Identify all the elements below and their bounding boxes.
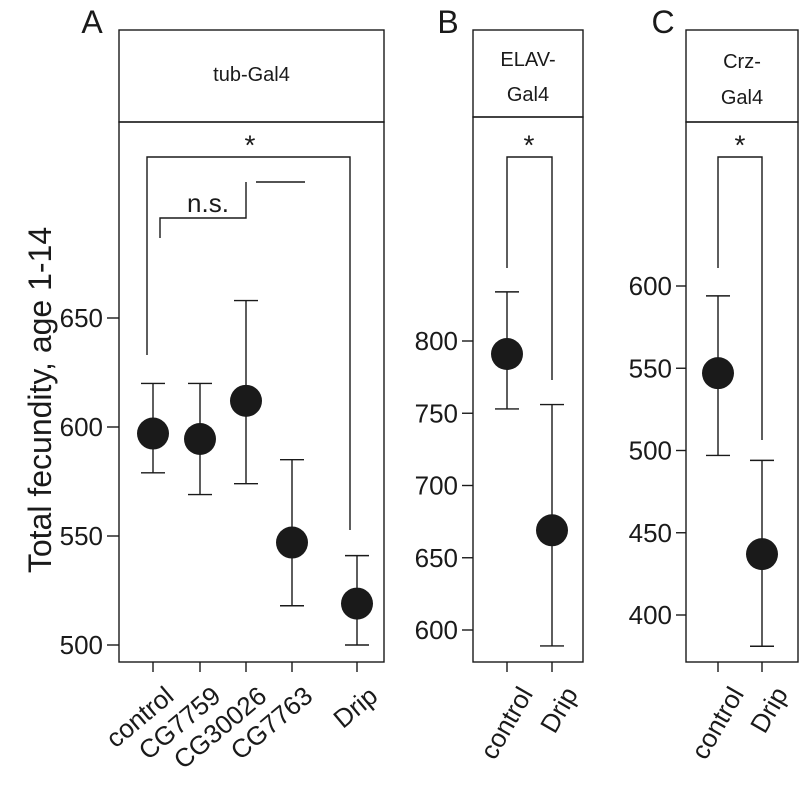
significance-bracket <box>146 156 351 530</box>
y-tick-label: 550 <box>629 353 672 383</box>
significance-bracket <box>506 156 553 380</box>
data-point <box>184 422 216 455</box>
significance-star: * <box>524 130 535 161</box>
ns-label: n.s. <box>187 188 229 218</box>
plot-frame <box>685 121 799 663</box>
data-point <box>536 514 568 547</box>
y-tick-label: 500 <box>60 630 103 660</box>
panel-label: B <box>437 4 458 40</box>
significance-star: * <box>735 130 746 161</box>
strip-title: Crz- <box>723 51 761 73</box>
y-tick-label: 650 <box>415 543 458 573</box>
strip-title: tub-Gal4 <box>213 64 290 86</box>
x-tick-label: Drip <box>744 682 794 738</box>
y-tick-label: 450 <box>629 518 672 548</box>
data-point <box>137 417 169 450</box>
x-tick-label: control <box>685 682 750 765</box>
plot-frame <box>118 121 385 663</box>
y-tick-label: 400 <box>629 600 672 630</box>
data-point <box>276 526 308 559</box>
y-tick-label: 700 <box>415 471 458 501</box>
y-tick-label: 600 <box>60 412 103 442</box>
y-tick-label: 600 <box>415 615 458 645</box>
significance-star: * <box>245 130 256 161</box>
panel-a: Atub-Gal4500550600650controlCG7759CG3002… <box>60 4 385 775</box>
y-tick-label: 600 <box>629 271 672 301</box>
panel-label: C <box>651 4 674 40</box>
y-tick-label: 550 <box>60 521 103 551</box>
y-axis-label: Total fecundity, age 1-14 <box>22 227 58 573</box>
panels: Atub-Gal4500550600650controlCG7759CG3002… <box>60 4 799 775</box>
y-tick-label: 800 <box>415 326 458 356</box>
data-point <box>230 384 262 417</box>
data-point <box>746 538 778 571</box>
y-tick-label: 500 <box>629 436 672 466</box>
strip-title: Gal4 <box>507 84 549 106</box>
panel-label: A <box>81 4 103 40</box>
data-point <box>491 338 523 371</box>
x-tick-label: Drip <box>534 682 584 738</box>
ns-bracket <box>159 182 247 238</box>
significance-bracket <box>717 156 763 440</box>
x-tick-label: control <box>474 682 539 765</box>
plot-frame <box>472 116 584 663</box>
strip-title: ELAV- <box>500 49 555 71</box>
y-tick-label: 750 <box>415 398 458 428</box>
data-point <box>702 357 734 390</box>
data-point <box>341 587 373 620</box>
y-tick-label: 650 <box>60 303 103 333</box>
strip-title: Gal4 <box>721 87 763 109</box>
x-tick-label: Drip <box>327 680 383 734</box>
